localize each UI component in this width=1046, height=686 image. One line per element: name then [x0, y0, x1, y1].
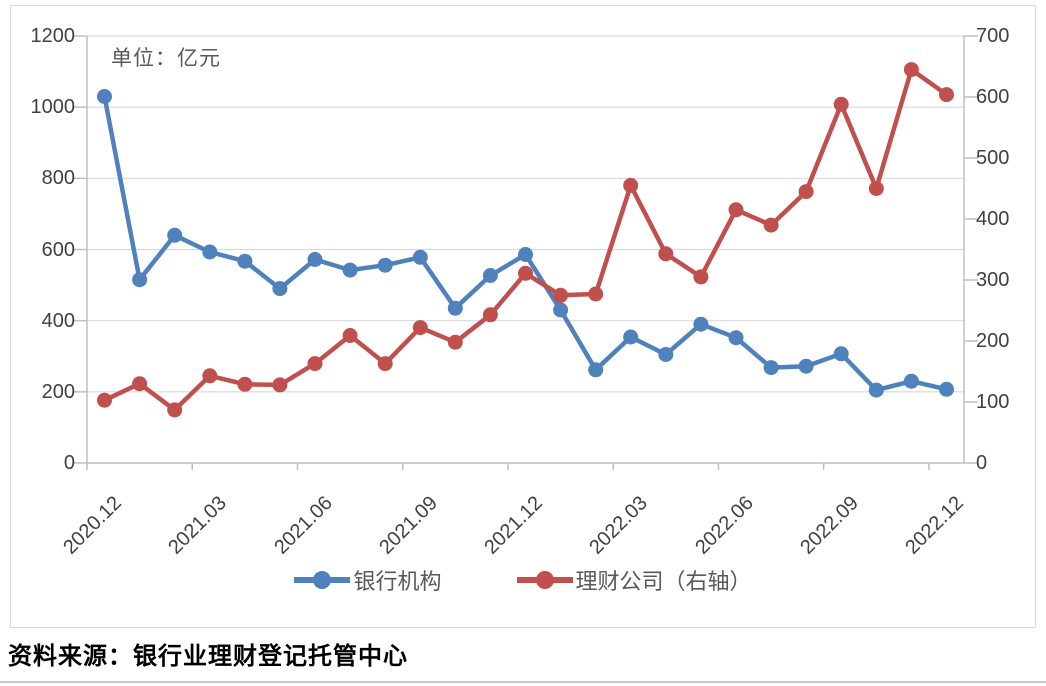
series-0-marker [763, 360, 779, 376]
left-axis-tick-label: 400 [41, 309, 75, 332]
legend-label-bank-institutions: 银行机构 [353, 569, 442, 594]
series-1-marker [342, 328, 358, 343]
series-1-marker [132, 376, 148, 392]
bottom-divider [0, 681, 1046, 683]
source-note: 资料来源：银行业理财登记托管中心 [8, 644, 408, 670]
series-0-marker [342, 262, 358, 278]
right-axis-tick-label: 200 [976, 330, 1010, 352]
wealth-mgmt-series-legend-marker [516, 571, 573, 589]
series-1-marker [482, 307, 498, 323]
series-0-marker [658, 347, 674, 362]
legend-label-wealth-mgmt-companies: 理财公司（右轴） [575, 569, 752, 594]
series-0-marker [447, 300, 463, 316]
series-0-marker [202, 244, 218, 260]
series-1-marker [728, 202, 744, 218]
series-1-marker [307, 356, 323, 372]
series-0-marker [412, 249, 428, 265]
left-axis-tick-label: 800 [41, 167, 75, 190]
right-axis-tick-label: 0 [976, 452, 988, 474]
series-1-marker [412, 320, 428, 336]
series-0-marker [588, 362, 604, 378]
series-1-marker [377, 356, 393, 372]
series-0-marker [798, 358, 814, 374]
right-axis-tick-label: 100 [976, 391, 1010, 413]
series-1-marker [798, 184, 814, 200]
series-1-marker [903, 62, 919, 78]
series-1-marker [97, 392, 112, 408]
unit-annotation: 单位：亿元 [111, 46, 221, 70]
series-0-marker [868, 382, 884, 398]
series-1-marker [553, 287, 569, 303]
series-0-marker [482, 268, 498, 283]
series-1-marker [833, 96, 849, 112]
legend: 银行机构 理财公司（右轴） [11, 564, 1035, 596]
series-1-marker [763, 217, 779, 233]
series-0-marker [903, 373, 919, 389]
series-1-marker [623, 177, 639, 193]
series-0-marker [939, 381, 954, 397]
series-0-marker [623, 329, 639, 345]
series-0-marker [377, 257, 393, 273]
right-axis-tick-label: 500 [976, 147, 1010, 169]
series-0-marker [518, 247, 533, 262]
series-0-line [102, 96, 948, 393]
series-1-marker [272, 377, 288, 393]
right-axis-tick-label: 700 [976, 25, 1010, 47]
series-1-marker [447, 334, 463, 350]
series-0-marker [833, 346, 849, 362]
legend-item-wealth-mgmt-companies: 理财公司（右轴） [516, 564, 752, 596]
right-axis-tick-label: 400 [976, 208, 1010, 230]
series-1-marker [939, 87, 954, 103]
series-1-marker [237, 376, 253, 392]
chart: 单位：亿元 1200 1000 800 600 400 200 0 700 600 500 400… [10, 5, 1036, 628]
series-1-marker [588, 286, 604, 302]
series-1-marker [868, 181, 884, 196]
series-0-marker [237, 253, 253, 269]
bank-series-legend-marker [294, 571, 351, 589]
left-axis-tick-label: 600 [41, 238, 75, 261]
left-axis-tick-label: 200 [41, 380, 75, 403]
series-1-marker [658, 246, 674, 262]
left-axis-tick-label: 1000 [30, 96, 76, 119]
left-axis-tick-label: 1200 [30, 25, 76, 47]
legend-item-bank-institutions: 银行机构 [294, 564, 442, 596]
series-0-marker [693, 316, 709, 332]
plot-area [73, 35, 978, 470]
left-axis-tick-label: 0 [63, 452, 75, 474]
series-1-marker [202, 368, 218, 384]
series-0-marker [553, 302, 569, 318]
series-0-marker [728, 330, 744, 346]
series-1-marker [167, 402, 183, 418]
series-0-marker [272, 281, 288, 297]
right-axis-tick-label: 300 [976, 269, 1010, 291]
series-1-marker [693, 269, 709, 285]
series-1-marker [518, 265, 533, 281]
series-0-marker [132, 272, 148, 288]
series-0-marker [97, 89, 112, 104]
series-0-marker [307, 252, 323, 267]
series-0-marker [167, 227, 183, 243]
right-axis-tick-label: 600 [976, 86, 1010, 108]
